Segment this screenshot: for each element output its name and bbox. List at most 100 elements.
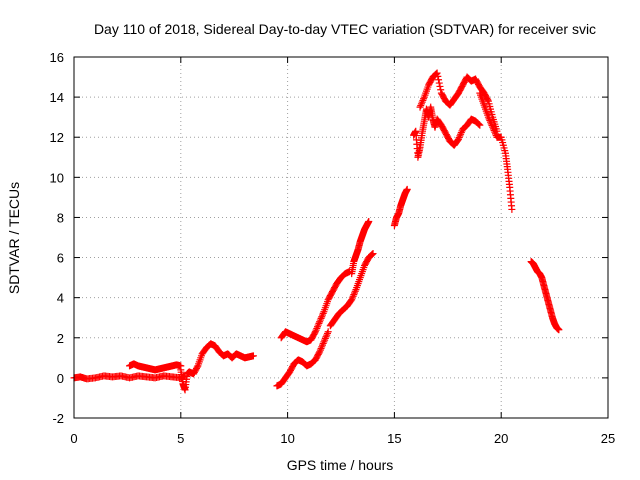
- data-point: [417, 100, 425, 108]
- y-tick-label: -2: [52, 411, 64, 426]
- data-point: [316, 346, 324, 354]
- series-segment-c-high: [277, 268, 354, 346]
- data-point: [314, 321, 322, 329]
- series-segment-c-low: [273, 328, 332, 390]
- series-segment-a-high: [126, 360, 185, 374]
- data-point: [434, 72, 442, 80]
- x-axis-label: GPS time / hours: [287, 457, 394, 473]
- grid: [74, 57, 608, 418]
- x-tick-label: 20: [494, 431, 508, 446]
- data-point: [417, 101, 425, 109]
- data-point: [315, 319, 323, 327]
- data-point: [457, 129, 465, 137]
- y-tick-label: 16: [50, 50, 64, 65]
- axis-ticks: 0 5 10 15 20 25 -2 0 2 4 6 8 10 12 14 16: [50, 50, 616, 446]
- y-tick-label: 8: [57, 210, 64, 225]
- data-point: [433, 69, 441, 77]
- data-point: [369, 250, 377, 258]
- data-point: [319, 339, 327, 347]
- data-point: [368, 250, 376, 258]
- data-point: [420, 95, 428, 103]
- data-point: [348, 296, 356, 304]
- series-segment-e-fall: [476, 89, 516, 213]
- series-segment-e-low: [410, 103, 484, 161]
- y-tick-label: 14: [50, 90, 64, 105]
- x-tick-label: 15: [387, 431, 401, 446]
- data-point: [418, 98, 426, 106]
- data-point: [349, 292, 357, 300]
- data-point: [193, 363, 201, 371]
- data-point: [475, 121, 483, 129]
- data-point: [313, 324, 321, 332]
- data-point: [484, 113, 492, 121]
- data-point: [348, 294, 356, 302]
- data-point: [323, 331, 331, 339]
- data-point: [316, 316, 324, 324]
- data-point: [486, 117, 494, 125]
- data-point: [365, 217, 373, 225]
- data-point: [484, 96, 492, 104]
- x-tick-label: 25: [601, 431, 615, 446]
- data-point: [249, 352, 257, 360]
- y-tick-label: 12: [50, 130, 64, 145]
- data-point: [488, 122, 496, 130]
- series-segment-c-top: [348, 217, 373, 278]
- data-point: [311, 329, 319, 337]
- data-point: [435, 79, 443, 87]
- data-point: [321, 334, 329, 342]
- data-point: [508, 205, 516, 213]
- data-point: [320, 338, 328, 346]
- x-tick-label: 0: [70, 431, 77, 446]
- data-point: [437, 86, 445, 94]
- data-point: [317, 314, 325, 322]
- data-point: [489, 123, 497, 131]
- data-point: [318, 341, 326, 349]
- data-point: [318, 313, 326, 321]
- data-point: [351, 289, 359, 297]
- data-point: [319, 309, 327, 317]
- data-point: [455, 134, 463, 142]
- data-point: [350, 291, 358, 299]
- data-point: [416, 103, 424, 111]
- data-points: [70, 69, 563, 394]
- data-point: [555, 326, 563, 334]
- data-point: [457, 130, 465, 138]
- data-point: [323, 329, 331, 337]
- data-point: [312, 326, 320, 334]
- y-tick-label: 10: [50, 170, 64, 185]
- data-point: [324, 328, 332, 336]
- data-point: [322, 333, 330, 341]
- series-segment-c-mid: [326, 250, 377, 330]
- data-point: [491, 128, 499, 136]
- data-point: [318, 311, 326, 319]
- x-tick-label: 5: [177, 431, 184, 446]
- data-point: [311, 328, 319, 336]
- data-point: [435, 76, 443, 84]
- series-segment-f: [527, 258, 563, 334]
- data-point: [487, 120, 495, 128]
- data-point: [419, 96, 427, 104]
- data-point: [489, 125, 497, 133]
- x-tick-label: 10: [280, 431, 294, 446]
- data-point: [368, 251, 376, 259]
- data-point: [316, 318, 324, 326]
- chart-title: Day 110 of 2018, Sidereal Day-to-day VTE…: [94, 21, 596, 37]
- plot-frame: [73, 56, 609, 419]
- data-point: [317, 344, 325, 352]
- data-point: [436, 82, 444, 90]
- y-tick-label: 0: [57, 371, 64, 386]
- y-tick-label: 2: [57, 331, 64, 346]
- data-point: [490, 127, 498, 135]
- data-point: [474, 120, 482, 128]
- y-axis-label: SDTVAR / TECUs: [6, 182, 22, 294]
- data-point: [316, 348, 324, 356]
- series-segment-b: [177, 340, 257, 394]
- data-point: [403, 185, 411, 193]
- data-point: [487, 118, 495, 126]
- data-point: [321, 336, 329, 344]
- data-point: [476, 121, 484, 129]
- data-point: [454, 135, 462, 143]
- y-tick-label: 6: [57, 251, 64, 266]
- data-point: [485, 115, 493, 123]
